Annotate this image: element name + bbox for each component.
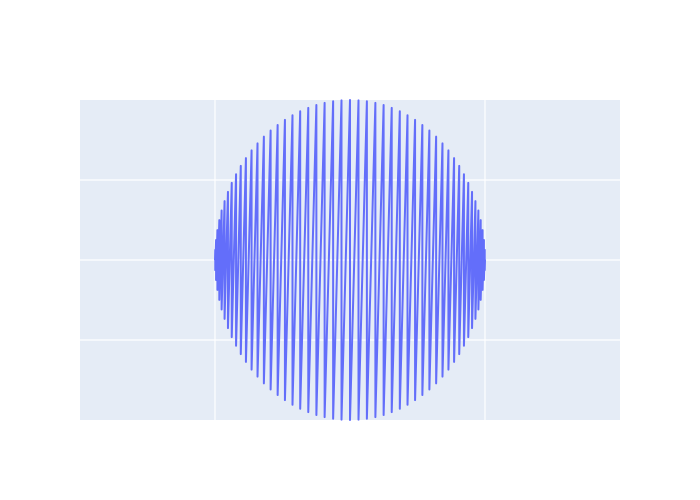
series-layer: [214, 99, 486, 421]
series-line-0: [214, 99, 486, 421]
